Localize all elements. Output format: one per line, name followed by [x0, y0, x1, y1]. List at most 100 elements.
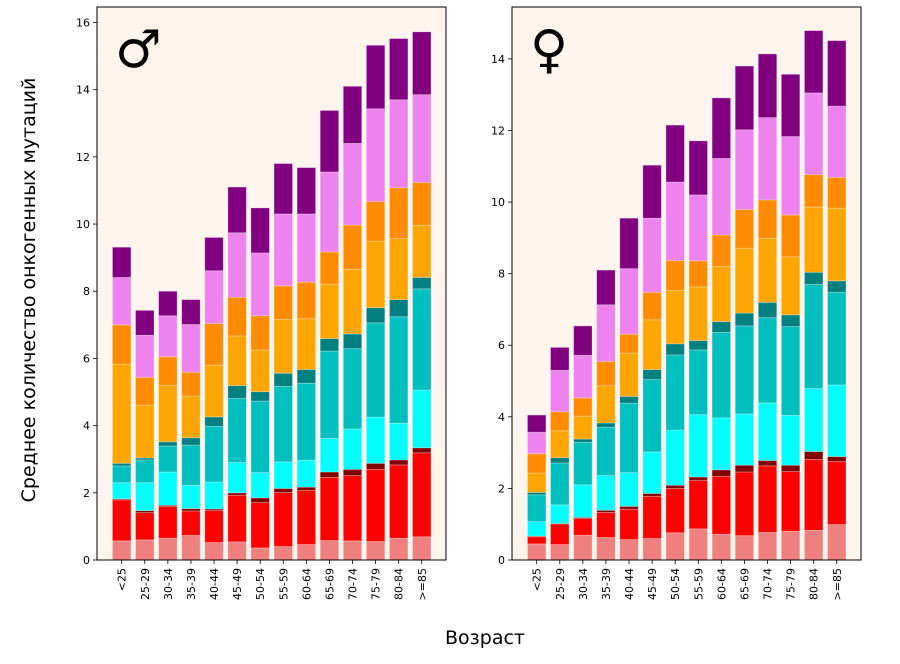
bar-segment-9	[343, 86, 361, 143]
bar-segment-2	[643, 493, 661, 496]
bar-segment-4	[297, 383, 315, 460]
bar-segment-6	[574, 416, 592, 439]
bar-segment-8	[389, 100, 407, 188]
bar-segment-2	[413, 448, 431, 453]
bar-segment-7	[343, 225, 361, 269]
bar-segment-0	[413, 537, 431, 560]
bar-segment-8	[643, 218, 661, 292]
bar-segment-1	[274, 492, 292, 546]
bar-segment-4	[389, 317, 407, 424]
bar-segment-8	[413, 95, 431, 183]
bar-segment-0	[389, 538, 407, 560]
bar-segment-5	[182, 438, 200, 445]
x-tick-label: 60-64	[715, 568, 728, 600]
bar-segment-5	[205, 417, 223, 426]
bar-segment-5	[781, 315, 799, 327]
bar-segment-1	[112, 500, 130, 541]
bar-segment-1	[828, 462, 846, 525]
bar-segment-2	[828, 457, 846, 462]
y-tick-label: 10	[76, 218, 90, 231]
bar-segment-9	[574, 326, 592, 355]
bar-segment-3	[828, 385, 846, 457]
male-symbol-icon: ♂	[115, 20, 162, 80]
bar-segment-8	[574, 355, 592, 398]
y-tick-label: 12	[491, 124, 505, 137]
bar-segment-0	[112, 541, 130, 560]
bar-segment-9	[666, 125, 684, 182]
bar-segment-9	[251, 208, 269, 253]
bar-segment-4	[527, 495, 545, 522]
bar-segment-5	[112, 463, 130, 466]
bar-segment-8	[758, 118, 776, 200]
bar-segment-6	[297, 319, 315, 370]
bar-segment-3	[112, 483, 130, 499]
bar-segment-3	[758, 403, 776, 461]
bar-segment-0	[620, 540, 638, 560]
bar-segment-6	[413, 225, 431, 277]
bar-segment-9	[597, 270, 615, 305]
bar-segment-0	[228, 542, 246, 560]
bar-segment-2	[781, 465, 799, 471]
bar-segment-8	[620, 269, 638, 335]
bar-segment-6	[597, 386, 615, 423]
bar-segment-3	[804, 389, 822, 452]
bar-segment-8	[804, 93, 822, 175]
bar-segment-2	[297, 487, 315, 490]
bar-segment-3	[597, 476, 615, 511]
bar-segment-1	[758, 466, 776, 533]
x-tick-label: 40-44	[623, 568, 636, 600]
bar-segment-6	[366, 241, 384, 308]
bar-segment-5	[689, 341, 707, 350]
bar-segment-5	[597, 423, 615, 427]
bar-segment-6	[274, 319, 292, 373]
bar-segment-7	[758, 200, 776, 238]
bar-segment-8	[205, 271, 223, 324]
y-tick-label: 14	[76, 84, 90, 97]
bar-segment-6	[804, 207, 822, 272]
bar-segment-2	[712, 470, 730, 476]
bar-segment-3	[735, 414, 753, 465]
bar-segment-7	[551, 412, 569, 431]
bar-segment-0	[551, 545, 569, 560]
bar-segment-9	[735, 66, 753, 130]
bar-segment-8	[689, 195, 707, 261]
bar-segment-5	[758, 302, 776, 317]
bar-segment-0	[343, 541, 361, 560]
bar-segment-2	[689, 477, 707, 481]
bar-segment-3	[389, 423, 407, 460]
bar-segment-1	[366, 469, 384, 541]
bar-segment-4	[574, 442, 592, 485]
bar-segment-1	[182, 511, 200, 536]
x-tick-label: 70-74	[347, 568, 360, 600]
bar-segment-8	[828, 106, 846, 177]
bar-segment-1	[320, 477, 338, 540]
bar-segment-5	[620, 396, 638, 403]
bar-segment-8	[712, 158, 730, 235]
bar-segment-1	[643, 496, 661, 538]
x-tick-label: 65-69	[738, 568, 751, 600]
bar-segment-8	[551, 370, 569, 412]
x-tick-label: 35-39	[600, 568, 613, 600]
bar-segment-4	[366, 323, 384, 417]
x-tick-label: 65-69	[323, 568, 336, 600]
bar-segment-7	[666, 260, 684, 290]
bar-segment-0	[804, 530, 822, 560]
x-tick-label: 45-49	[231, 568, 244, 600]
bar-segment-9	[551, 347, 569, 370]
bar-segment-8	[182, 324, 200, 372]
bar-segment-4	[413, 289, 431, 390]
bar-segment-9	[274, 164, 292, 214]
bar-segment-1	[136, 513, 154, 540]
bar-segment-4	[620, 403, 638, 472]
x-tick-label: >=85	[416, 568, 429, 600]
bar-segment-6	[320, 284, 338, 338]
bar-segment-3	[413, 390, 431, 448]
x-tick-label: 80-84	[393, 568, 406, 600]
bar-segment-7	[366, 202, 384, 242]
bar-segment-3	[620, 473, 638, 507]
bar-segment-0	[574, 535, 592, 560]
bar-segment-0	[689, 529, 707, 560]
bar-segment-6	[389, 238, 407, 299]
bar-segment-6	[228, 336, 246, 386]
bar-segment-6	[620, 353, 638, 396]
